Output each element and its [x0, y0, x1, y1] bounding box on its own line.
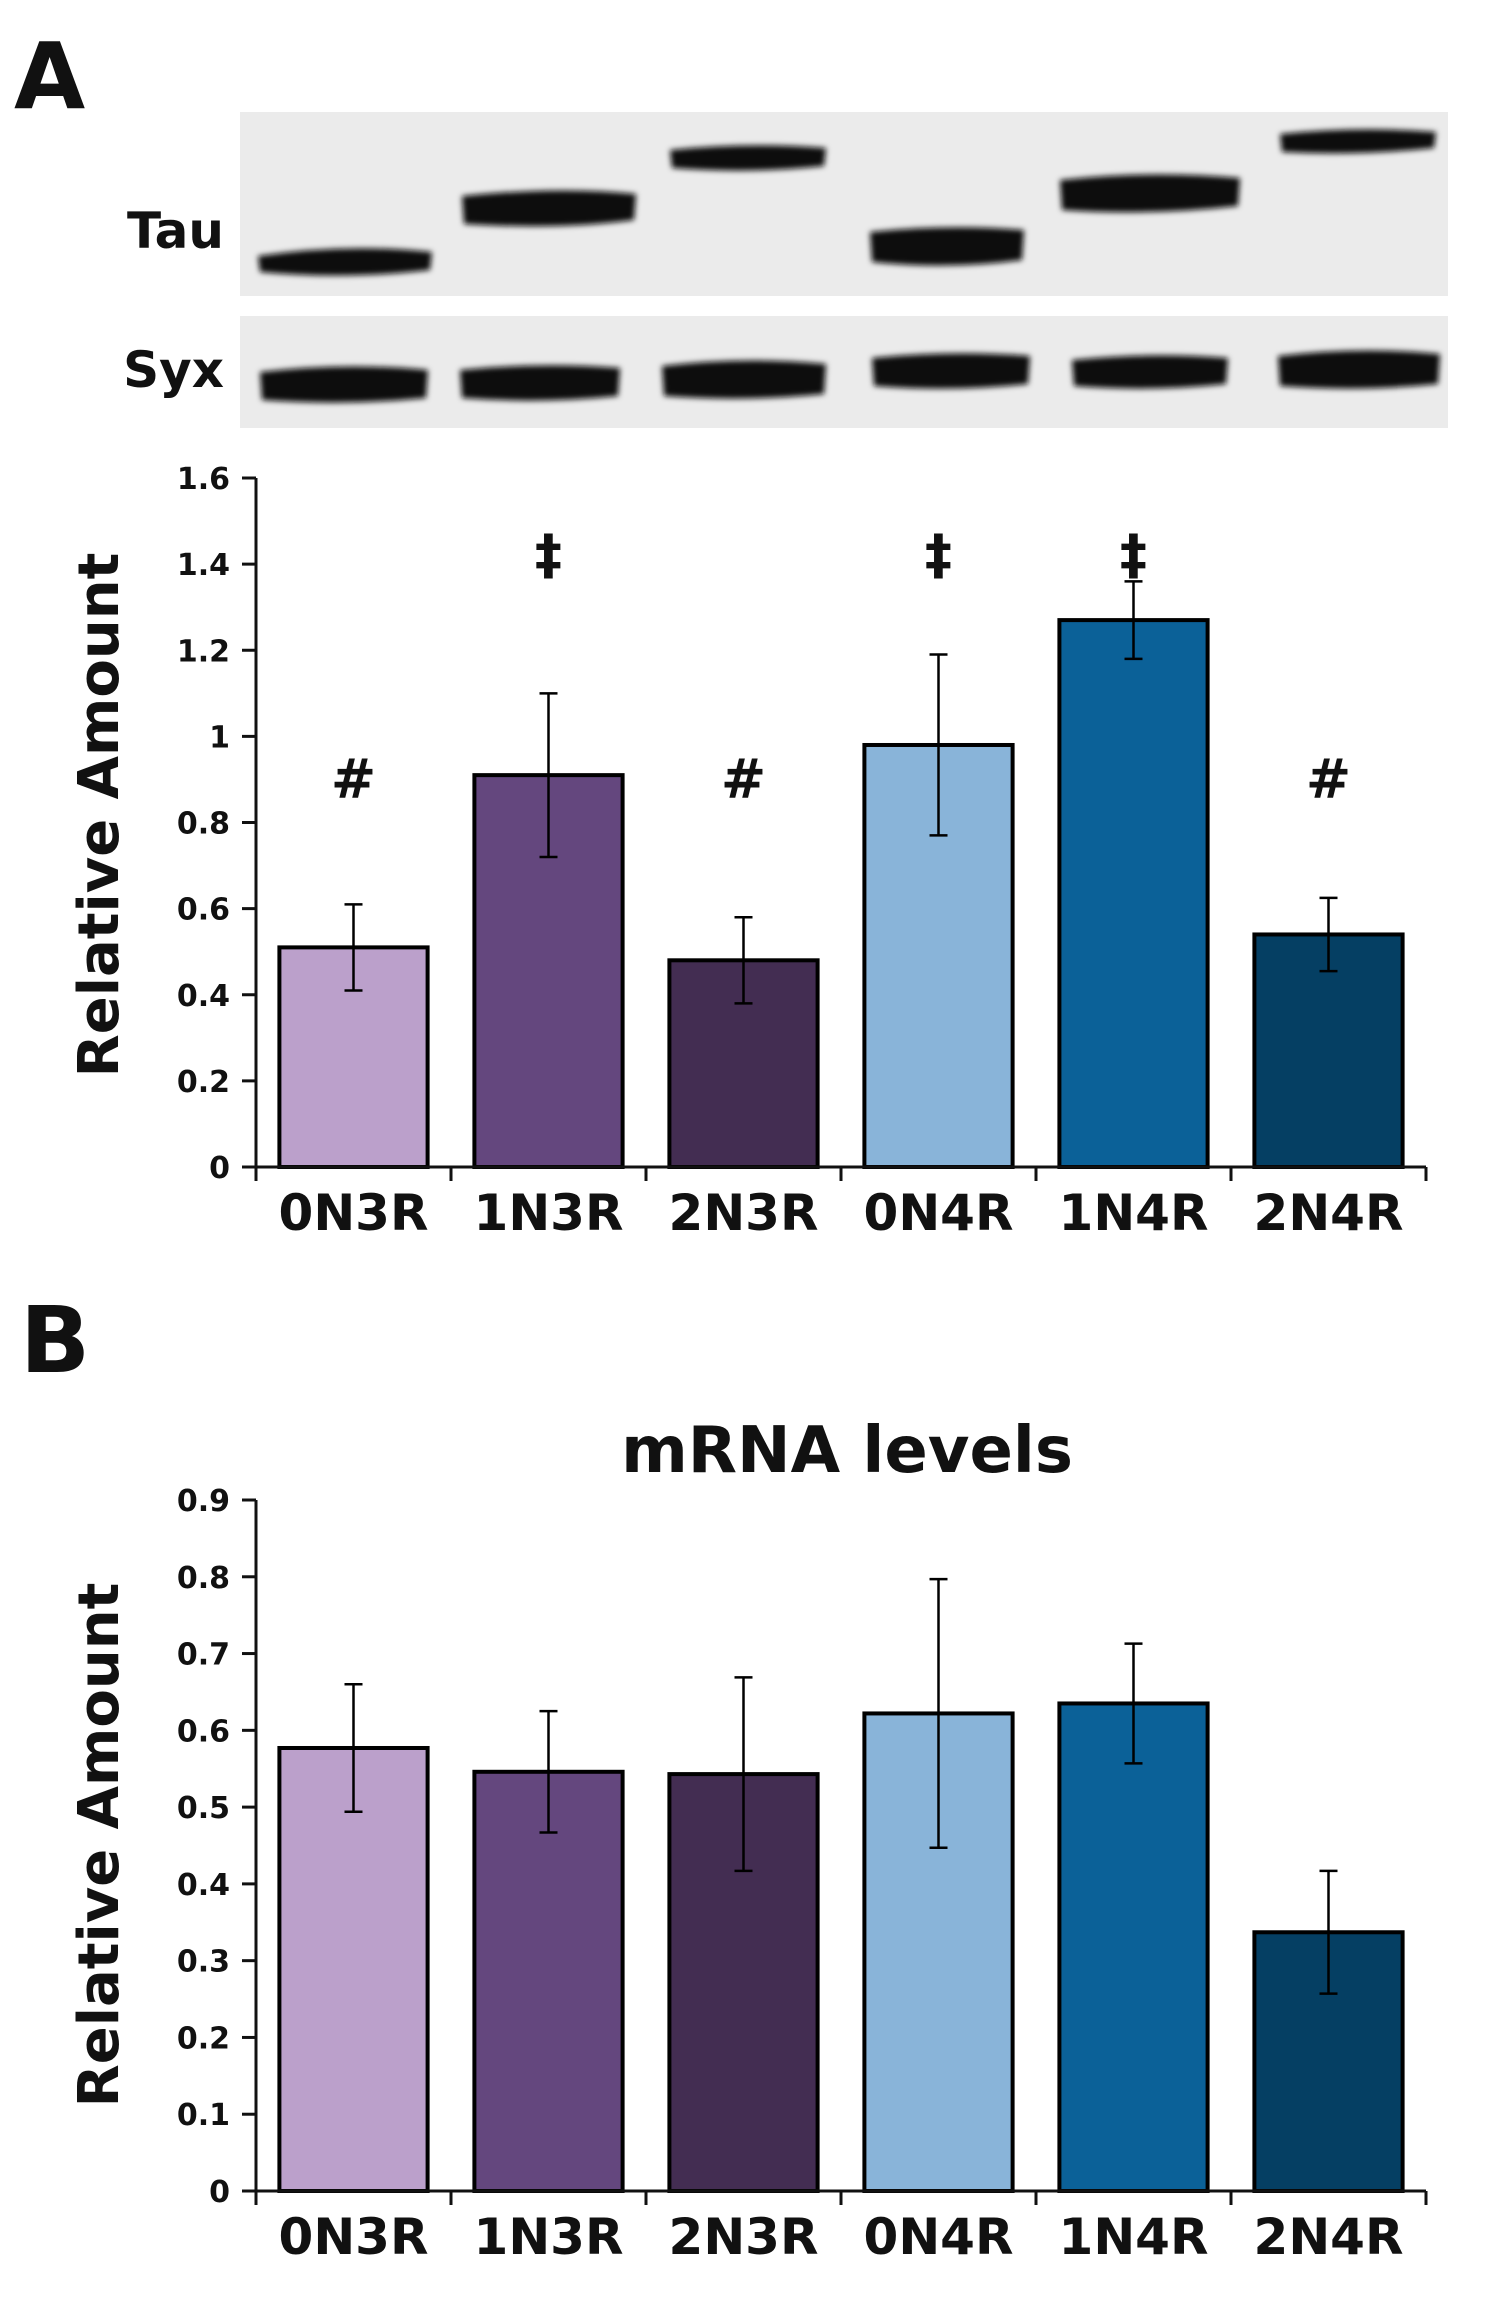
tau-band-2n4r	[1280, 129, 1436, 154]
y-tick-label: 0.9	[177, 1484, 230, 1519]
tau-band-1n3r	[462, 190, 636, 227]
y-tick-label: 0.2	[177, 2021, 230, 2056]
significance-marker: ‡	[1120, 524, 1147, 587]
bar-2n4r	[1252, 932, 1405, 1170]
y-tick-label: 0.8	[177, 1561, 230, 1596]
category-label: 2N3R	[669, 2208, 819, 2266]
chart-a-ylabel: Relative Amount	[67, 553, 132, 1078]
category-label: 0N4R	[864, 2208, 1014, 2266]
chart-a: Relative Amount 0 0.2 0.4 0.6 0.8 1 1.2 1.4 1.6 #…	[67, 462, 1428, 1242]
y-tick-label: 0.8	[177, 807, 230, 842]
y-tick-label: 1.4	[177, 548, 230, 583]
panel-letter-b: B	[20, 1287, 90, 1394]
chart-b-title: mRNA levels	[621, 1414, 1073, 1488]
y-tick-label: 0.3	[177, 1945, 230, 1980]
western-blot: Tau Syx	[123, 112, 1448, 428]
y-tick-label: 0	[209, 2175, 230, 2210]
syx-band-0n3r	[260, 366, 428, 403]
significance-marker: ‡	[925, 524, 952, 587]
significance-marker: #	[331, 747, 376, 810]
syx-band-0n4r	[872, 353, 1030, 389]
category-label: 0N4R	[864, 1184, 1014, 1242]
y-tick-label: 0	[209, 1151, 230, 1186]
y-tick-label: 0.2	[177, 1065, 230, 1100]
category-label: 2N4R	[1254, 2208, 1404, 2266]
y-tick-label: 0.4	[177, 979, 230, 1014]
panel-letter-a: A	[14, 23, 85, 130]
syx-label: Syx	[123, 341, 224, 399]
bar-1n3r	[472, 1769, 625, 2193]
y-tick-label: 0.6	[177, 893, 230, 928]
bar-1n4r	[1057, 1701, 1210, 2193]
category-label: 1N4R	[1059, 1184, 1209, 1242]
category-label: 0N3R	[279, 1184, 429, 1242]
syx-band-2n3r	[662, 360, 826, 399]
chart-b-ylabel: Relative Amount	[67, 1583, 132, 2108]
category-label: 0N3R	[279, 2208, 429, 2266]
y-tick-label: 1.6	[177, 462, 230, 497]
y-tick-label: 1.2	[177, 634, 230, 669]
tau-band-0n3r	[258, 248, 432, 276]
tau-band-1n4r	[1060, 174, 1240, 213]
syx-band-1n3r	[460, 365, 620, 401]
significance-marker: #	[721, 747, 766, 810]
syx-blot-background	[240, 316, 1448, 428]
tau-band-2n3r	[670, 145, 826, 171]
tau-label: Tau	[127, 202, 224, 260]
tau-blot-background	[240, 112, 1448, 296]
y-tick-label: 0.6	[177, 1714, 230, 1749]
y-tick-label: 0.1	[177, 2098, 230, 2133]
bar-1n4r	[1057, 618, 1210, 1169]
category-label: 1N3R	[474, 2208, 624, 2266]
chart-b: mRNA levels Relative Amount 0 0.1 0.2 0.3 0.…	[67, 1414, 1428, 2266]
y-tick-label: 0.4	[177, 1868, 230, 1903]
significance-marker: #	[1306, 747, 1351, 810]
y-tick-label: 0.5	[177, 1791, 230, 1826]
syx-band-1n4r	[1072, 355, 1228, 389]
bar-0n3r	[277, 1745, 430, 2193]
category-label: 2N3R	[669, 1184, 819, 1242]
category-label: 1N4R	[1059, 2208, 1209, 2266]
tau-band-0n4r	[870, 227, 1024, 266]
syx-band-2n4r	[1278, 350, 1440, 389]
y-tick-label: 0.7	[177, 1638, 230, 1673]
significance-marker: ‡	[535, 524, 562, 587]
category-label: 2N4R	[1254, 1184, 1404, 1242]
y-tick-label: 1	[209, 720, 230, 755]
category-label: 1N3R	[474, 1184, 624, 1242]
